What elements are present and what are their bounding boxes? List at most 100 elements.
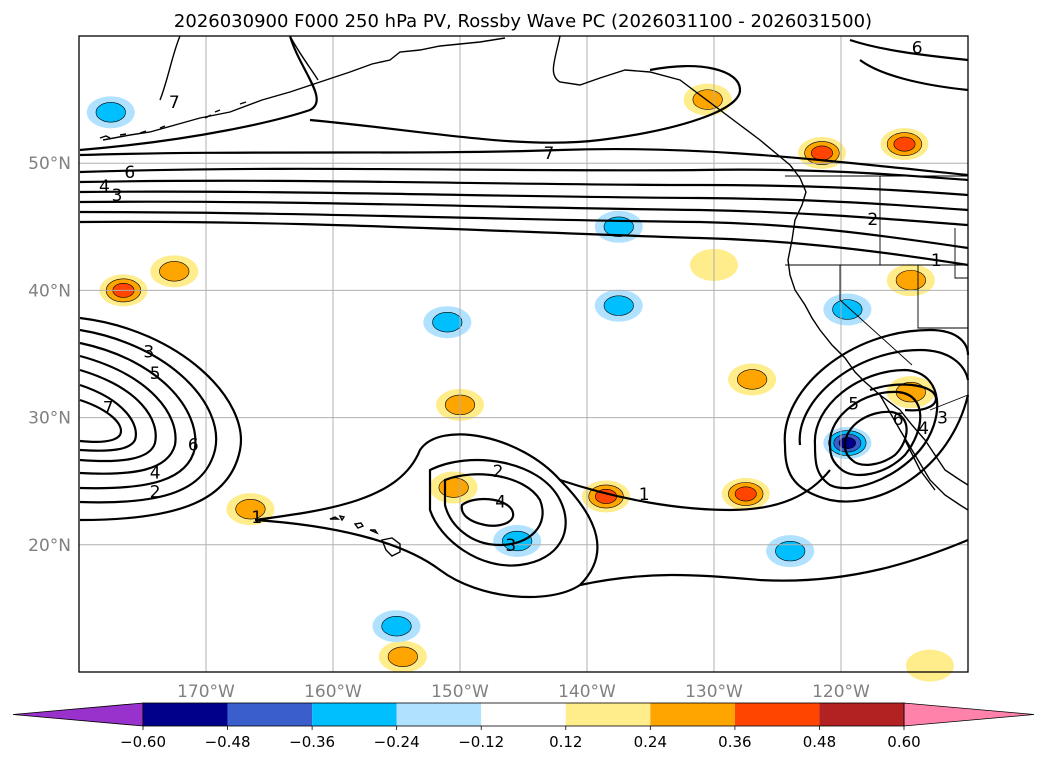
contour-label: 4 bbox=[495, 493, 506, 513]
colorbar-tick-label: −0.60 bbox=[120, 733, 166, 751]
lat-tick-label: 30°N bbox=[28, 409, 71, 429]
contour-label: 7 bbox=[543, 144, 554, 164]
contour-line bbox=[460, 497, 515, 527]
contour-line bbox=[79, 167, 969, 182]
contour-line bbox=[869, 383, 938, 412]
contour-label: 5 bbox=[150, 364, 161, 384]
pv-anomaly-fill bbox=[810, 145, 833, 161]
lon-tick-label: 140°W bbox=[558, 682, 616, 702]
lon-tick-label: 170°W bbox=[177, 682, 235, 702]
alaska-coastline bbox=[102, 35, 801, 179]
pv-anomaly-fill bbox=[381, 616, 412, 637]
pv-anomaly-blob bbox=[880, 128, 929, 161]
colorbar-tick-label: −0.48 bbox=[205, 733, 251, 751]
contour-line bbox=[828, 390, 922, 477]
colorbar-segment bbox=[396, 703, 482, 726]
contour-line bbox=[783, 394, 970, 503]
pv-anomaly-blob bbox=[721, 477, 770, 510]
pv-anomaly-fill bbox=[905, 649, 954, 682]
contour-label: 6 bbox=[124, 163, 135, 183]
pv-anomaly-blob bbox=[766, 535, 815, 568]
pv-anomaly-blob bbox=[797, 137, 846, 170]
colorbar-segment bbox=[312, 703, 397, 726]
contour-line bbox=[79, 147, 969, 177]
coastlines bbox=[99, 35, 969, 557]
colorbar-segment bbox=[227, 703, 313, 726]
hawaii-islands bbox=[329, 514, 401, 557]
contour-label: 4 bbox=[918, 419, 929, 439]
pv-anomaly-fill bbox=[734, 486, 757, 502]
contour-label: 1 bbox=[251, 508, 262, 528]
pv-anomaly-blob bbox=[378, 640, 427, 673]
colorbar-segment bbox=[650, 703, 735, 726]
contour-line bbox=[79, 316, 243, 522]
lon-tick-label: 120°W bbox=[812, 682, 870, 702]
colorbar-tick-label: −0.36 bbox=[289, 733, 335, 751]
lat-tick-label: 40°N bbox=[28, 281, 71, 301]
colorbar-tick-label: −0.24 bbox=[374, 733, 420, 751]
contour-line bbox=[849, 38, 969, 62]
contour-label: 2 bbox=[493, 462, 504, 482]
colorbar-tick-label: −0.12 bbox=[458, 733, 504, 751]
pv-anomaly-fill bbox=[502, 530, 533, 552]
lon-tick-label: 130°W bbox=[685, 682, 743, 702]
contour-label: 1 bbox=[931, 251, 942, 271]
pv-anomaly-blob bbox=[86, 96, 135, 129]
contour-label: 4 bbox=[150, 463, 161, 483]
contour-line bbox=[79, 220, 969, 267]
colorbar-segment bbox=[565, 703, 651, 726]
pv-anomaly-blob bbox=[423, 306, 472, 339]
pv-anomaly-blob bbox=[905, 649, 954, 682]
contour-line bbox=[309, 64, 742, 144]
pv-anomaly-blob bbox=[823, 293, 872, 326]
contour-label: 1 bbox=[639, 485, 650, 505]
contour-label: 7 bbox=[103, 398, 114, 418]
contour-line bbox=[79, 190, 969, 212]
pv-anomaly-blob bbox=[372, 610, 421, 643]
contour-line bbox=[783, 328, 970, 446]
pv-anomaly-fill bbox=[737, 369, 768, 390]
colorbar-tick-label: 0.60 bbox=[887, 733, 920, 751]
pv-anomaly-blob bbox=[594, 289, 643, 322]
aleutian-islands bbox=[99, 101, 247, 139]
contour-label: 3 bbox=[937, 409, 948, 429]
colorbar-segment bbox=[481, 703, 566, 726]
contour-line bbox=[813, 368, 939, 490]
contour-line bbox=[79, 210, 969, 250]
pv-anomaly-fill bbox=[438, 477, 469, 498]
colorbar-segment bbox=[819, 703, 904, 726]
contour-line bbox=[79, 179, 969, 197]
contour-label: 4 bbox=[99, 177, 110, 197]
pv-anomaly-blob bbox=[886, 264, 935, 297]
contour-line bbox=[798, 348, 970, 446]
colorbar: −0.60 −0.48 −0.36 −0.24 −0.12 0.12 0.24 0.36 0.4… bbox=[12, 702, 1035, 751]
contour-line bbox=[859, 59, 969, 92]
pv-anomaly-fill bbox=[603, 295, 634, 316]
contour-line bbox=[579, 538, 969, 587]
colorbar-min-extension bbox=[12, 702, 144, 727]
contour-label: 3 bbox=[143, 342, 154, 362]
colorbar-tick-label: 0.48 bbox=[803, 733, 836, 751]
colorbar-tick-label: 0.24 bbox=[634, 733, 667, 751]
lat-tick-label: 50°N bbox=[28, 154, 71, 174]
pv-anomaly-fill bbox=[775, 541, 806, 562]
lat-tick-label: 20°N bbox=[28, 536, 71, 556]
pv-anomaly-fill bbox=[387, 646, 418, 667]
contour-line bbox=[559, 469, 831, 512]
contour-label: 6 bbox=[912, 38, 923, 58]
pv-anomaly-blob bbox=[728, 363, 777, 396]
contour-label: 3 bbox=[505, 536, 516, 556]
pv-anomaly-fill bbox=[159, 261, 190, 282]
contour-line bbox=[843, 410, 908, 466]
contour-line bbox=[79, 398, 123, 443]
west-coast-coastline bbox=[787, 177, 969, 486]
lon-tick-label: 150°W bbox=[431, 682, 489, 702]
pv-anomaly-fill bbox=[838, 437, 856, 449]
pv-anomaly-fill bbox=[893, 136, 916, 152]
contour-label: 5 bbox=[848, 395, 859, 415]
contour-label: 3 bbox=[112, 186, 123, 206]
contour-line bbox=[79, 328, 218, 504]
contour-line bbox=[79, 200, 969, 227]
